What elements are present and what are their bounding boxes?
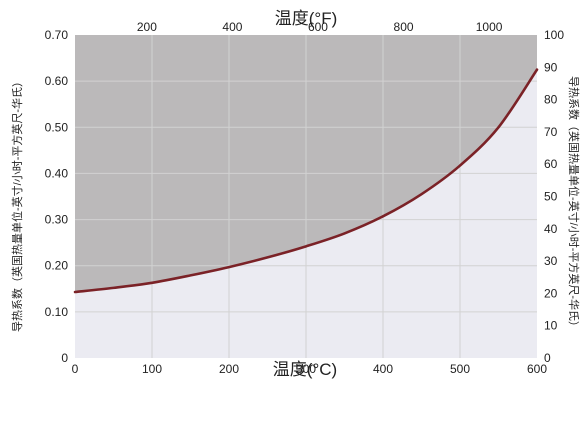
x-tick-label-bottom: 200 <box>219 362 239 376</box>
y-tick-label-right: 90 <box>544 60 558 74</box>
y-axis-title-left: 导热系数（英国热量单位-英寸/小时-平方英尺-华氏） <box>10 76 24 332</box>
x-tick-label-bottom: 600 <box>527 362 547 376</box>
y-tick-label-left: 0.20 <box>45 259 69 273</box>
x-tick-label-bottom: 100 <box>142 362 162 376</box>
series-line <box>73 68 539 294</box>
y-tick-label-left: 0.40 <box>45 166 69 180</box>
x-tick-label-bottom: 0 <box>72 362 79 376</box>
y-tick-label-right: 0 <box>544 351 551 365</box>
y-tick-label-right: 40 <box>544 222 558 236</box>
y-tick-label-right: 70 <box>544 125 558 139</box>
y-tick-label-left: 0.50 <box>45 120 69 134</box>
y-tick-label-right: 10 <box>544 319 558 333</box>
y-tick-label-right: 20 <box>544 286 558 300</box>
y-axis-title-right: 导热系数（英国热量单位-英寸/小时-平方英尺-华氏） <box>567 76 581 332</box>
y-tick-label-left: 0.60 <box>45 74 69 88</box>
y-tick-label-left: 0.70 <box>45 28 69 42</box>
x-axis-title-top: 温度(°F) <box>275 9 338 28</box>
y-tick-label-right: 80 <box>544 93 558 107</box>
x-tick-label-bottom: 500 <box>450 362 470 376</box>
x-tick-label-bottom: 300 <box>296 362 316 376</box>
grid-lines <box>75 35 537 358</box>
y-tick-label-left: 0.30 <box>45 213 69 227</box>
x-tick-label-top: 600 <box>308 20 328 34</box>
series-layer <box>73 68 539 294</box>
x-axis-title-bottom: 温度(°C) <box>273 360 337 379</box>
plot-area-below <box>75 69 537 359</box>
x-tick-label-top: 400 <box>222 20 242 34</box>
y-tick-label-left: 0 <box>61 351 68 365</box>
y-tick-label-right: 50 <box>544 190 558 204</box>
y-tick-label-right: 60 <box>544 157 558 171</box>
x-tick-label-bottom: 400 <box>373 362 393 376</box>
y-tick-label-right: 100 <box>544 28 564 42</box>
x-tick-label-top: 1000 <box>476 20 503 34</box>
y-tick-label-left: 0.10 <box>45 305 69 319</box>
x-tick-label-top: 800 <box>394 20 414 34</box>
x-tick-label-top: 200 <box>137 20 157 34</box>
y-tick-label-right: 30 <box>544 254 558 268</box>
